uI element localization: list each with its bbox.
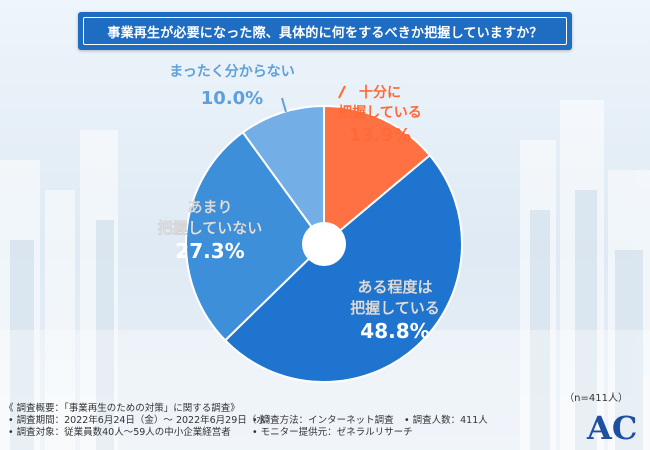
slice-label-none-line1: まったく分からない [169, 64, 294, 80]
sample-size-note: （n=411人） [564, 393, 628, 404]
pie-slice-full [323, 104, 432, 247]
survey-period: • 調査期間：2022年6月24日（金）～ 2022年6月29日（水） [8, 415, 276, 426]
slice-value-none: 10.0% [201, 88, 263, 109]
donut-hole [302, 222, 346, 266]
survey-target: • 調査対象：従業員数40人～59人の中小企業経営者 [8, 427, 231, 438]
slice-label-some-line2: 把握している [350, 299, 440, 317]
ac-logo: AC [586, 409, 637, 444]
pie-slice-none [241, 104, 325, 248]
slice-value-full: 13.9% [349, 125, 411, 146]
pie-slice-little [185, 130, 326, 342]
leader-tick-none [281, 97, 287, 113]
slice-label-little-line2: 把握していない [158, 219, 263, 237]
slice-value-some: 48.8% [360, 319, 429, 343]
pie-slice-some [223, 153, 463, 383]
logo-text: AC [586, 409, 637, 444]
survey-count: • 調査人数：411人 [404, 415, 488, 426]
overview-heading: 《 調査概要：「事業再生のための対策」に関する調査》 [4, 403, 240, 414]
slice-label-little-line1: あまり [187, 198, 232, 216]
survey-method: • 調査方法：インターネット調査 [252, 415, 394, 426]
slice-label-full-line1: 十分に [359, 84, 401, 101]
leader-tick-full [338, 85, 346, 99]
slice-label-full-line2: 把握している [338, 104, 422, 121]
title-banner: 事業再生が必要になった際、具体的に何をするべきか把握していますか？ [78, 12, 572, 50]
survey-provider: • モニター提供元：ゼネラルリサーチ [252, 427, 413, 438]
slice-value-little: 27.3% [175, 239, 244, 263]
chart-title: 事業再生が必要になった際、具体的に何をするべきか把握していますか？ [83, 17, 567, 45]
slice-label-some-line1: ある程度は [357, 278, 432, 296]
